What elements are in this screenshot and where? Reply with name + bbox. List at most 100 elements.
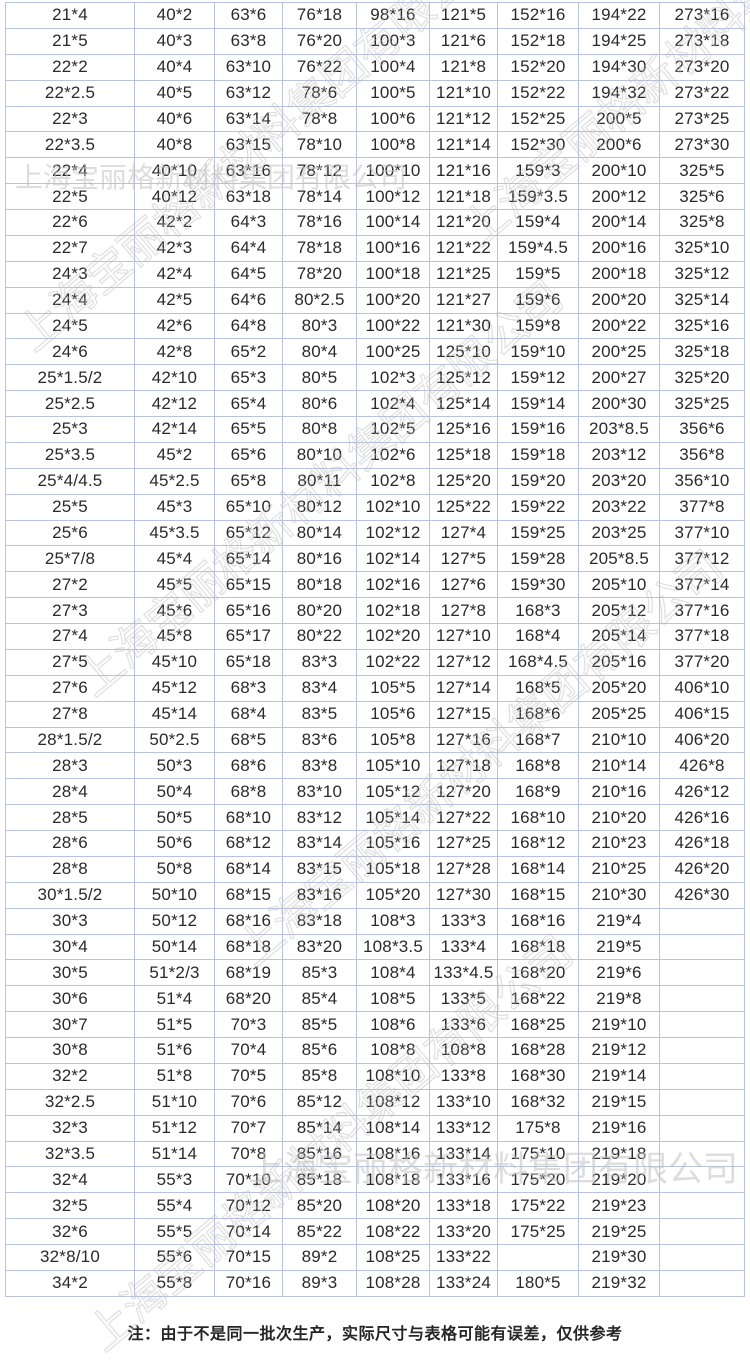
table-cell: 356*8	[660, 442, 744, 468]
table-cell: 273*30	[660, 132, 744, 158]
table-cell	[660, 1012, 744, 1037]
table-cell: 80*6	[283, 391, 356, 416]
table-cell: 203*20	[579, 468, 659, 494]
table-cell: 325*10	[660, 235, 744, 261]
table-cell: 426*12	[660, 779, 744, 805]
table-cell: 70*4	[215, 1038, 282, 1063]
table-cell: 51*10	[135, 1089, 214, 1115]
table-cell: 63*14	[215, 106, 282, 132]
table-cell: 325*5	[660, 158, 744, 184]
table-cell: 127*25	[430, 831, 497, 856]
table-cell: 105*10	[357, 753, 429, 779]
table-cell: 127*28	[430, 856, 497, 882]
table-cell: 83*5	[283, 701, 356, 727]
table-cell: 83*8	[283, 753, 356, 779]
table-cell: 98*16	[357, 3, 429, 28]
size-table: 21*4 40*2 63*6 76*18 98*16 121*5 152*16 194*22 2…	[5, 2, 745, 1297]
table-cell: 50*8	[135, 856, 214, 882]
table-cell: 219*30	[579, 1245, 659, 1270]
table-cell	[660, 1193, 744, 1219]
table-cell: 219*12	[579, 1038, 659, 1063]
table-cell	[660, 1219, 744, 1244]
table-cell: 200*18	[579, 261, 659, 287]
table-cell: 68*5	[215, 727, 282, 753]
table-cell: 105*5	[357, 675, 429, 701]
table-cell: 133*3	[430, 908, 497, 934]
table-cell: 45*3	[135, 494, 214, 520]
table-cell: 180*5	[498, 1270, 578, 1296]
table-cell: 100*18	[357, 261, 429, 287]
table-cell: 64*5	[215, 261, 282, 287]
table-cell: 426*30	[660, 882, 744, 908]
table-cell: 83*3	[283, 649, 356, 675]
table-cell: 85*14	[283, 1115, 356, 1141]
table-cell: 219*20	[579, 1167, 659, 1193]
table-cell: 63*18	[215, 184, 282, 209]
table-cell: 50*12	[135, 908, 214, 934]
table-cell: 70*14	[215, 1219, 282, 1244]
table-cell: 80*18	[283, 572, 356, 598]
table-cell: 159*8	[498, 313, 578, 339]
table-cell: 40*5	[135, 80, 214, 106]
table-cell: 32*3.5	[6, 1141, 134, 1167]
table-cell: 24*4	[6, 287, 134, 313]
table-cell: 159*22	[498, 494, 578, 520]
table-cell: 30*4	[6, 934, 134, 960]
table-cell: 65*15	[215, 572, 282, 598]
table-cell: 127*22	[430, 805, 497, 830]
table-cell: 100*5	[357, 80, 429, 106]
table-cell: 51*2/3	[135, 960, 214, 986]
table-cell	[660, 1063, 744, 1089]
table-cell: 50*5	[135, 805, 214, 830]
table-cell: 108*14	[357, 1115, 429, 1141]
table-cell: 168*22	[498, 986, 578, 1012]
table-cell: 125*18	[430, 442, 497, 468]
table-cell: 65*18	[215, 649, 282, 675]
table-cell: 32*2	[6, 1063, 134, 1089]
table-cell: 68*3	[215, 675, 282, 701]
table-cell: 159*6	[498, 287, 578, 313]
table-cell: 210*20	[579, 805, 659, 830]
table-cell: 63*6	[215, 3, 282, 28]
table-cell: 68*10	[215, 805, 282, 830]
table-cell: 125*14	[430, 391, 497, 416]
table-cell: 219*32	[579, 1270, 659, 1296]
table-cell: 78*6	[283, 80, 356, 106]
table-cell: 210*23	[579, 831, 659, 856]
table-cell: 30*5	[6, 960, 134, 986]
table-cell: 42*3	[135, 235, 214, 261]
table-cell: 168*5	[498, 675, 578, 701]
table-cell: 25*5	[6, 494, 134, 520]
table-cell: 100*12	[357, 184, 429, 209]
table-cell: 175*22	[498, 1193, 578, 1219]
table-cell: 83*6	[283, 727, 356, 753]
table-cell: 200*10	[579, 158, 659, 184]
table-cell: 273*18	[660, 28, 744, 54]
table-cell: 159*14	[498, 391, 578, 416]
table-cell: 219*15	[579, 1089, 659, 1115]
table-cell: 32*8/10	[6, 1245, 134, 1270]
table-cell: 121*6	[430, 28, 497, 54]
table-cell: 50*10	[135, 882, 214, 908]
table-cell: 377*16	[660, 598, 744, 623]
table-cell: 68*20	[215, 986, 282, 1012]
table-cell: 65*12	[215, 520, 282, 546]
table-cell: 121*22	[430, 235, 497, 261]
table-cell: 108*8	[357, 1038, 429, 1063]
table-cell: 102*4	[357, 391, 429, 416]
table-cell: 45*3.5	[135, 520, 214, 546]
table-cell	[660, 1115, 744, 1141]
table-cell: 50*14	[135, 934, 214, 960]
table-cell: 27*3	[6, 598, 134, 623]
table-cell: 32*3	[6, 1115, 134, 1141]
table-cell: 175*10	[498, 1141, 578, 1167]
table-cell: 85*4	[283, 986, 356, 1012]
table-cell: 377*18	[660, 624, 744, 649]
table-cell: 28*6	[6, 831, 134, 856]
table-cell: 325*18	[660, 339, 744, 365]
table-cell: 51*4	[135, 986, 214, 1012]
table-cell: 68*18	[215, 934, 282, 960]
table-cell: 377*14	[660, 572, 744, 598]
table-cell: 65*10	[215, 494, 282, 520]
